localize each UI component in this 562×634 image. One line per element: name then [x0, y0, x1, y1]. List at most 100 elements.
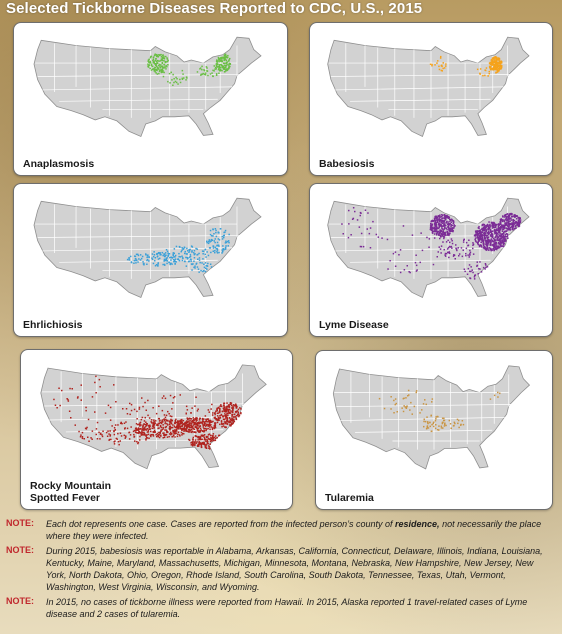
case-dot — [415, 264, 418, 267]
notes-section: NOTE: Each dot represents one case. Case… — [6, 518, 554, 623]
case-dot — [495, 234, 498, 236]
case-dot — [204, 270, 207, 273]
case-dot — [454, 422, 456, 425]
case-dot — [219, 410, 221, 412]
case-dot — [215, 410, 217, 412]
case-dot — [203, 418, 205, 420]
case-dot — [206, 67, 208, 69]
case-dot — [199, 417, 201, 419]
case-dot — [80, 384, 82, 386]
case-dot — [494, 56, 496, 58]
case-dot — [445, 218, 447, 220]
case-dot — [500, 233, 502, 236]
case-dot — [170, 262, 172, 265]
case-dot — [147, 66, 150, 68]
case-dot — [121, 422, 123, 425]
case-dot — [180, 420, 183, 422]
case-dot — [408, 394, 410, 396]
case-dot — [219, 228, 222, 230]
case-dot — [235, 417, 237, 419]
case-dot — [207, 254, 210, 257]
case-dot — [490, 59, 492, 61]
case-dot — [120, 421, 122, 424]
case-dot — [153, 419, 155, 421]
case-dot — [491, 64, 494, 66]
case-dot — [146, 434, 148, 436]
case-dot — [153, 62, 155, 64]
case-dot — [202, 258, 204, 260]
case-dot — [484, 227, 487, 229]
case-dot — [139, 422, 141, 424]
case-dot — [143, 431, 145, 434]
case-dot — [493, 394, 496, 397]
case-dot — [213, 436, 216, 439]
case-dot — [203, 434, 205, 437]
case-dot — [171, 408, 173, 410]
case-dot — [149, 56, 152, 59]
case-dot — [194, 422, 197, 424]
case-dot — [476, 241, 478, 244]
case-dot — [170, 419, 173, 421]
case-dot — [229, 57, 231, 60]
case-dot — [161, 61, 164, 64]
case-dot — [488, 221, 490, 223]
case-dot — [492, 69, 495, 71]
case-dot — [487, 233, 490, 236]
case-dot — [508, 213, 511, 216]
case-dot — [505, 230, 507, 232]
case-dot — [145, 409, 147, 411]
case-dot — [226, 69, 228, 71]
case-dot — [179, 394, 181, 396]
case-dot — [66, 398, 68, 400]
case-dot — [453, 254, 456, 256]
case-dot — [188, 251, 190, 254]
case-dot — [239, 407, 241, 409]
case-dot — [135, 431, 137, 434]
case-dot — [225, 59, 228, 62]
case-dot — [430, 415, 432, 417]
case-dot — [204, 415, 207, 417]
case-dot — [211, 421, 213, 423]
case-dot — [171, 433, 173, 435]
case-dot — [160, 58, 163, 60]
case-dot — [437, 231, 440, 233]
case-dot — [147, 399, 149, 402]
case-dot — [211, 239, 214, 241]
case-dot — [440, 233, 443, 235]
case-dot — [191, 445, 194, 447]
case-dot — [515, 224, 517, 226]
case-dot — [360, 232, 363, 235]
case-dot — [231, 418, 233, 420]
case-dot — [489, 240, 491, 242]
case-dot — [162, 437, 164, 439]
case-dot — [489, 229, 492, 231]
case-dot — [457, 247, 459, 249]
case-dot — [164, 66, 167, 68]
case-dot — [175, 428, 178, 431]
case-dot — [191, 431, 193, 434]
case-dot — [235, 404, 237, 406]
case-dot — [109, 435, 111, 437]
case-dot — [483, 237, 486, 240]
case-dot — [146, 259, 148, 262]
case-dot — [143, 433, 146, 435]
case-dot — [144, 423, 147, 426]
case-dot — [227, 404, 230, 406]
case-dot — [490, 231, 492, 233]
case-dot — [502, 237, 504, 239]
case-dot — [450, 221, 452, 223]
case-dot — [216, 66, 218, 68]
case-dot — [178, 434, 181, 436]
case-dot — [124, 427, 126, 429]
case-dot — [138, 408, 141, 410]
case-dot — [457, 419, 460, 422]
case-dot — [160, 59, 163, 61]
case-dot — [362, 245, 365, 248]
case-dot — [160, 254, 162, 256]
case-dot — [226, 419, 228, 422]
case-dot — [197, 445, 199, 447]
case-dot — [499, 218, 502, 221]
case-dot — [511, 225, 513, 228]
case-dot — [172, 84, 174, 86]
case-dot — [224, 57, 226, 59]
